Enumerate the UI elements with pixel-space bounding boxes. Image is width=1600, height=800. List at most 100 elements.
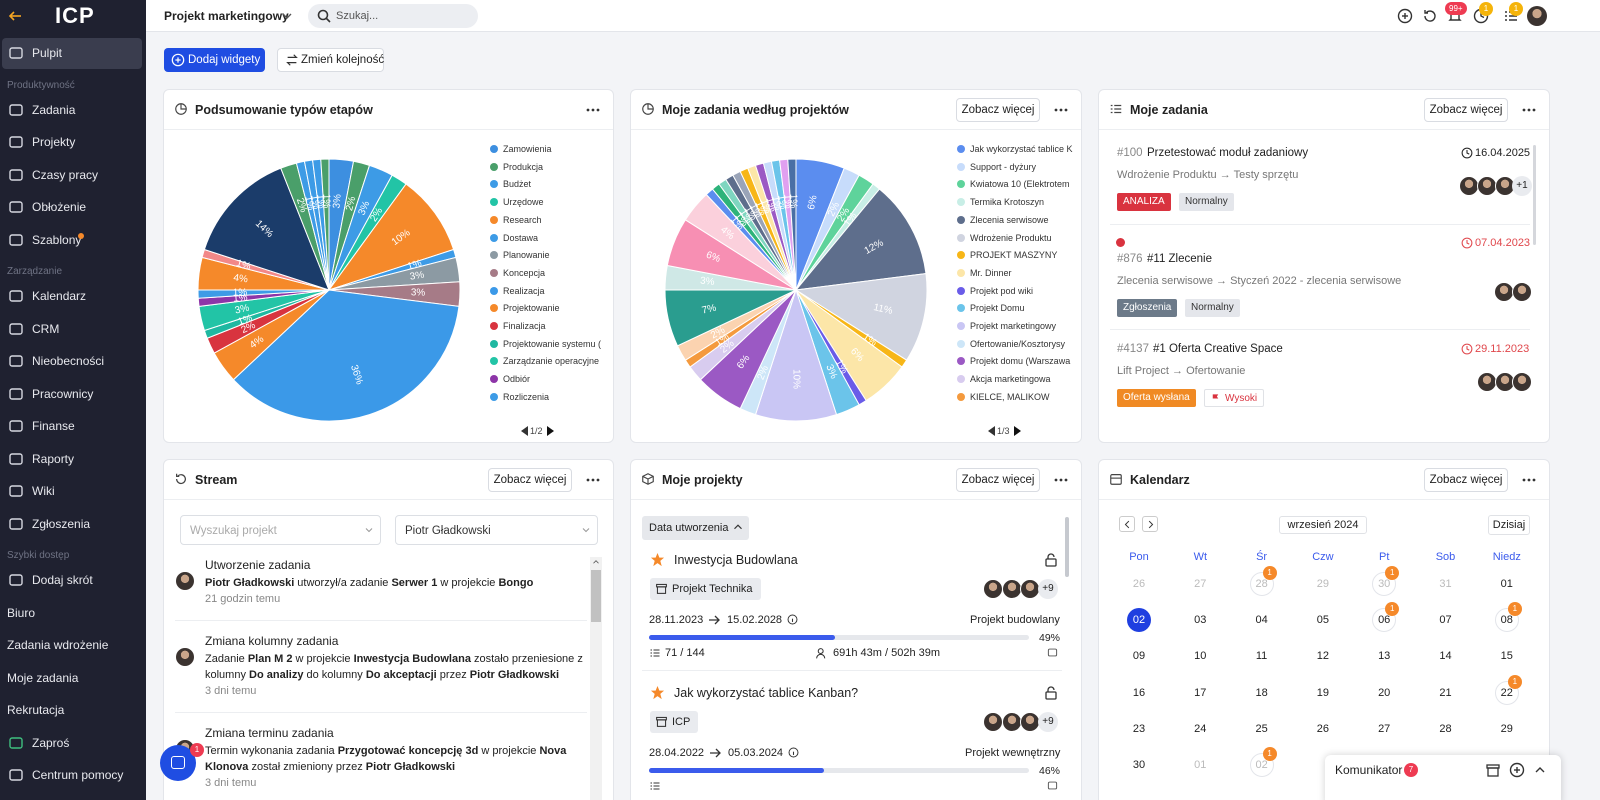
legend-label[interactable]: Zarządzanie operacyjne: [503, 356, 600, 367]
legend-label[interactable]: KIELCE, MALIKOW: [970, 391, 1050, 402]
icon[interactable]: [1053, 472, 1069, 488]
sidebar-item[interactable]: Zgłoszenia: [2, 509, 142, 540]
more-button[interactable]: Zobacz więcej: [956, 468, 1040, 492]
day[interactable]: 03: [1194, 614, 1207, 627]
project-name[interactable]: Jak wykorzystać tablice Kanban?: [674, 686, 859, 700]
legend-label[interactable]: Produkcja: [503, 161, 544, 172]
sidebar-item[interactable]: Dodaj skrót: [2, 565, 142, 596]
icon[interactable]: [7, 8, 23, 24]
legend-label[interactable]: Realizacja: [503, 285, 545, 296]
icon[interactable]: [1422, 8, 1438, 24]
sidebar-item[interactable]: Wiki: [2, 476, 142, 507]
icon[interactable]: [1397, 8, 1413, 24]
day[interactable]: 27: [1194, 578, 1207, 590]
legend-label[interactable]: Zlecenia serwisowe: [970, 214, 1049, 225]
day[interactable]: 14: [1439, 650, 1452, 663]
search-box[interactable]: Szukaj...: [308, 4, 478, 28]
sidebar-item[interactable]: CRM: [2, 314, 142, 345]
day[interactable]: 28: [1439, 722, 1452, 735]
sidebar-item[interactable]: Szablony: [2, 225, 142, 256]
entry-title[interactable]: Zmiana terminu zadania: [205, 726, 334, 740]
nav-button[interactable]: [1119, 516, 1135, 532]
day[interactable]: 24: [1194, 722, 1207, 735]
entry-title[interactable]: Zmiana kolumny zadania: [205, 634, 339, 648]
legend-dot[interactable]: [957, 180, 965, 189]
legend-label[interactable]: Termika Krotoszyn: [970, 197, 1045, 208]
day[interactable]: 10: [1194, 650, 1207, 663]
sidebar-item[interactable]: Rekrutacja: [2, 695, 142, 726]
sidebar-item[interactable]: Biuro: [2, 598, 142, 629]
more-button[interactable]: Zobacz więcej: [488, 468, 572, 492]
day[interactable]: 19: [1316, 686, 1330, 699]
legend-dot[interactable]: [490, 268, 498, 277]
legend-dot[interactable]: [490, 251, 498, 260]
day[interactable]: 26: [1316, 722, 1330, 735]
legend-label[interactable]: Akcja marketingowa: [970, 374, 1051, 385]
legend-label[interactable]: Projekt pod wiki: [970, 285, 1034, 296]
day[interactable]: 20: [1378, 686, 1391, 699]
legend-dot[interactable]: [490, 145, 498, 153]
sidebar-item[interactable]: Projekty: [2, 127, 142, 158]
task-id[interactable]: #100: [1117, 147, 1143, 159]
day[interactable]: 30: [1378, 578, 1391, 590]
sidebar-item[interactable]: Zaproś: [2, 728, 142, 759]
day[interactable]: 12: [1316, 650, 1330, 663]
day[interactable]: 05: [1316, 614, 1330, 627]
legend-label[interactable]: Mr. Dinner: [970, 267, 1012, 278]
month-label[interactable]: wrzesień 2024: [1279, 516, 1367, 534]
reorder-button[interactable]: Zmień kolejność: [277, 48, 384, 72]
legend-label[interactable]: Planowanie: [503, 250, 550, 261]
day[interactable]: 29: [1316, 578, 1330, 590]
legend-label[interactable]: Rozliczenia: [503, 391, 550, 402]
task-id[interactable]: #876: [1117, 253, 1143, 265]
icon[interactable]: [1509, 762, 1525, 778]
icon[interactable]: [1521, 472, 1537, 488]
legend-dot[interactable]: [490, 375, 498, 384]
day[interactable]: 25: [1255, 722, 1268, 735]
project-select[interactable]: Wyszukaj projekt: [180, 515, 381, 545]
day[interactable]: 17: [1194, 686, 1207, 699]
sidebar-item[interactable]: Zadania wdrożenie: [2, 630, 142, 661]
legend-dot[interactable]: [957, 198, 965, 207]
day[interactable]: 29: [1500, 722, 1513, 735]
legend-dot[interactable]: [957, 286, 965, 295]
nav-button[interactable]: [1142, 516, 1158, 532]
legend-label[interactable]: Urzędowe: [503, 197, 544, 208]
day[interactable]: 27: [1378, 722, 1391, 735]
legend-dot[interactable]: [490, 180, 498, 189]
day[interactable]: 15: [1500, 650, 1513, 663]
today-button[interactable]: Dzisiaj: [1488, 515, 1530, 535]
day[interactable]: 23: [1132, 722, 1146, 735]
legend-label[interactable]: Ofertowanie/Kosztorysy: [970, 338, 1066, 349]
task-title[interactable]: #11 Zlecenie: [1147, 253, 1212, 265]
legend-dot[interactable]: [957, 392, 965, 401]
sidebar-item[interactable]: Finanse: [2, 411, 142, 442]
legend-label[interactable]: Projektowanie systemu (: [503, 338, 602, 349]
legend-dot[interactable]: [490, 322, 498, 330]
add-widget-button[interactable]: Dodaj widgety: [164, 48, 265, 72]
legend-label[interactable]: Finalizacja: [503, 321, 546, 331]
sidebar-item[interactable]: Obłożenie: [2, 192, 142, 223]
day[interactable]: 01: [1194, 759, 1207, 771]
legend-label[interactable]: Jak wykorzystać tablice K: [970, 144, 1073, 154]
sidebar-item[interactable]: Moje zadania: [2, 663, 142, 694]
legend-dot[interactable]: [490, 357, 498, 366]
legend-label[interactable]: Zamowienia: [503, 144, 552, 154]
legend-dot[interactable]: [957, 233, 965, 242]
legend-dot[interactable]: [957, 215, 965, 224]
legend-dot[interactable]: [957, 357, 965, 366]
task-id[interactable]: #4137: [1117, 343, 1149, 355]
icon[interactable]: [1485, 762, 1501, 778]
legend-label[interactable]: Dostawa: [503, 232, 539, 243]
day[interactable]: 02: [1132, 614, 1146, 627]
day[interactable]: 01: [1500, 578, 1513, 590]
legend-dot[interactable]: [957, 375, 965, 384]
day[interactable]: 08: [1500, 614, 1513, 627]
sidebar-item[interactable]: Raporty: [2, 444, 142, 475]
legend-dot[interactable]: [490, 392, 498, 401]
day[interactable]: 13: [1378, 650, 1391, 663]
sidebar-item[interactable]: Czasy pracy: [2, 160, 142, 191]
legend-dot[interactable]: [957, 145, 965, 153]
legend-label[interactable]: Projekt Domu: [970, 303, 1025, 314]
icon[interactable]: [1521, 102, 1537, 118]
